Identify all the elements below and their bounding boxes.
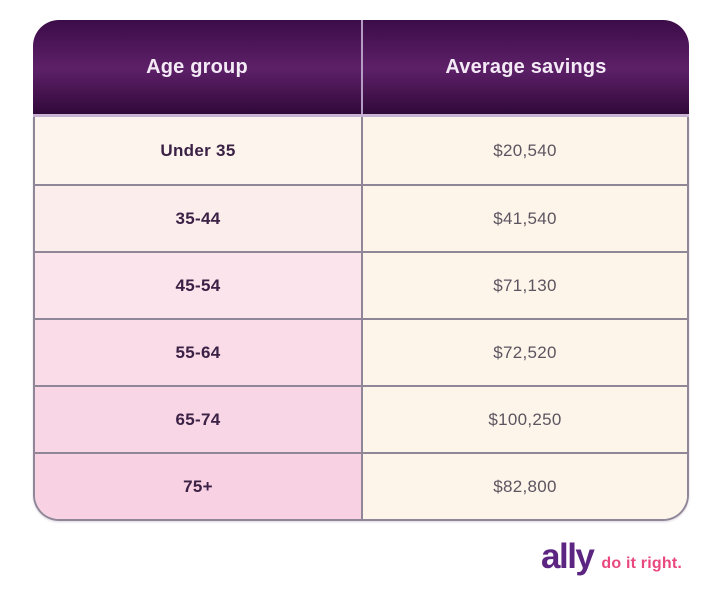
table-row: Under 35 $20,540: [35, 117, 687, 184]
table-row: 65-74 $100,250: [35, 385, 687, 452]
ally-logo: ally do it right.: [541, 539, 682, 574]
ally-tagline: do it right.: [601, 555, 682, 572]
header-average-savings: Average savings: [361, 20, 689, 114]
table-body: Under 35 $20,540 35-44 $41,540 45-54 $71…: [33, 117, 689, 521]
savings-cell: $72,520: [361, 318, 687, 385]
savings-cell: $41,540: [361, 184, 687, 251]
age-group-cell: Under 35: [35, 117, 361, 184]
ally-wordmark: ally: [541, 537, 595, 576]
table-row: 35-44 $41,540: [35, 184, 687, 251]
age-group-cell: 55-64: [35, 318, 361, 385]
table-row: 55-64 $72,520: [35, 318, 687, 385]
savings-cell: $71,130: [361, 251, 687, 318]
savings-cell: $82,800: [361, 452, 687, 519]
savings-cell: $100,250: [361, 385, 687, 452]
age-group-cell: 65-74: [35, 385, 361, 452]
header-age-group: Age group: [146, 55, 248, 78]
table-row: 75+ $82,800: [35, 452, 687, 519]
age-group-cell: 45-54: [35, 251, 361, 318]
age-group-cell: 35-44: [35, 184, 361, 251]
table-header-row: Age group Average savings: [33, 20, 689, 117]
table-row: 45-54 $71,130: [35, 251, 687, 318]
savings-table: Age group Average savings Under 35 $20,5…: [33, 20, 689, 521]
savings-cell: $20,540: [361, 117, 687, 184]
age-group-cell: 75+: [35, 452, 361, 519]
